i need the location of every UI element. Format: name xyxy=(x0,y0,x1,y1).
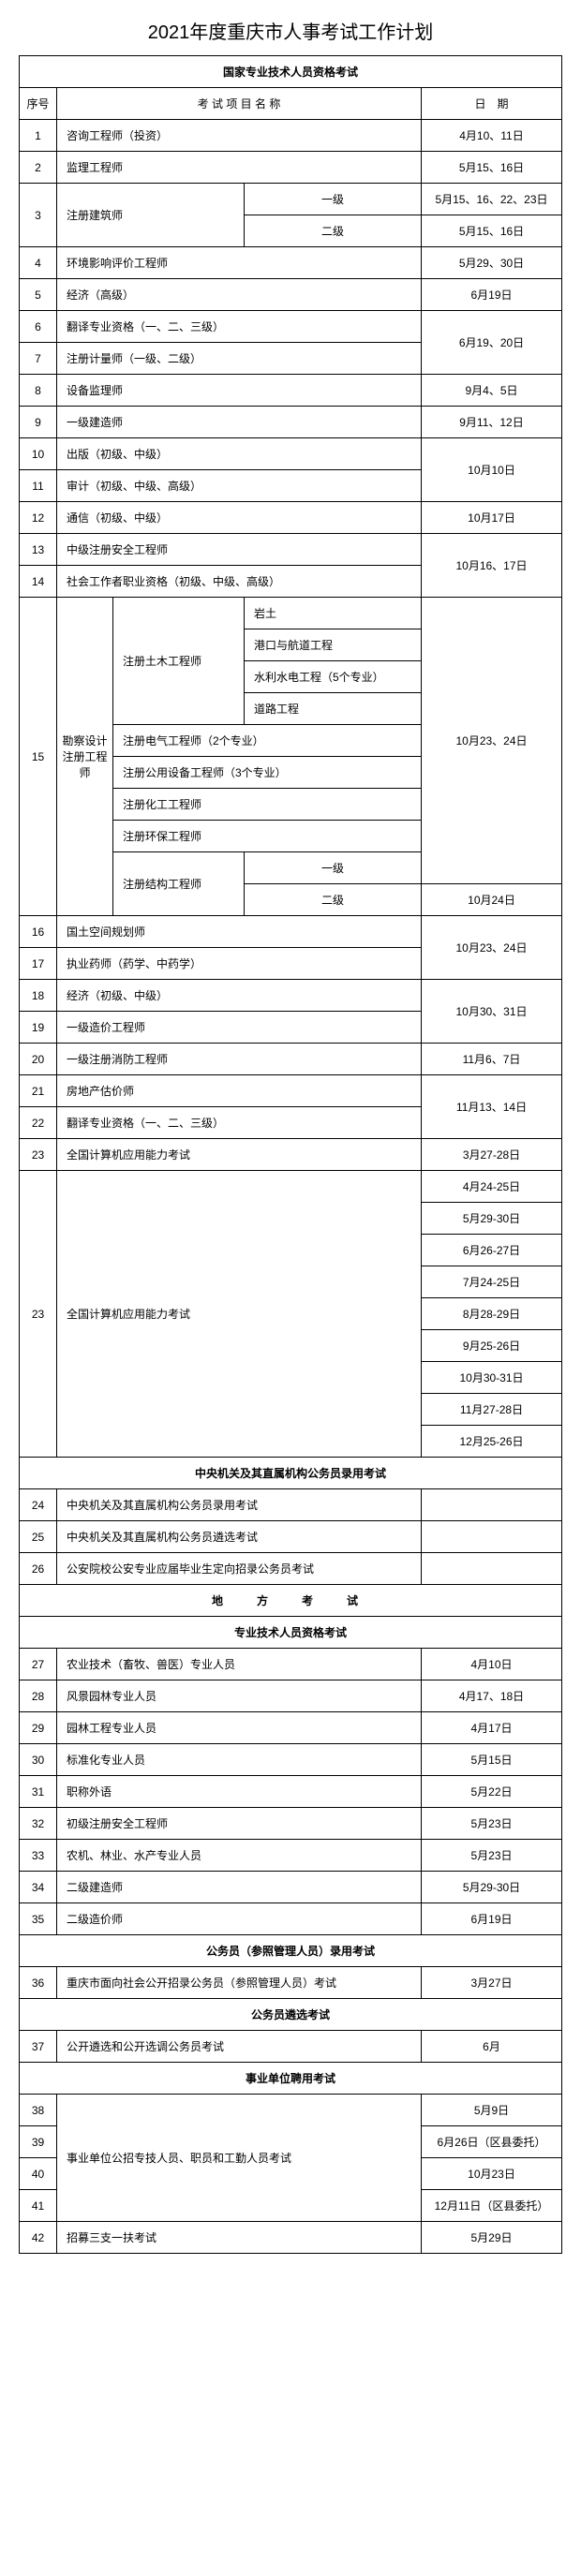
table-row: 6翻译专业资格（一、二、三级）6月19、20日 xyxy=(20,311,562,343)
table-row: 3注册建筑师一级5月15、16、22、23日 xyxy=(20,184,562,215)
table-row: 4环境影响评价工程师5月29、30日 xyxy=(20,247,562,279)
page-title: 2021年度重庆市人事考试工作计划 xyxy=(0,0,581,55)
table-row: 29园林工程专业人员4月17日 xyxy=(20,1712,562,1744)
section-central: 中央机关及其直属机构公务员录用考试 xyxy=(20,1458,562,1489)
table-row: 33农机、林业、水产专业人员5月23日 xyxy=(20,1840,562,1872)
table-row: 37公开遴选和公开选调公务员考试6月 xyxy=(20,2031,562,2063)
col-date: 日 期 xyxy=(422,88,562,120)
table-row: 27农业技术（畜牧、兽医）专业人员4月10日 xyxy=(20,1649,562,1680)
exam-schedule-table: 国家专业技术人员资格考试 序号 考 试 项 目 名 称 日 期 1咨询工程师（投… xyxy=(19,55,562,2254)
table-row: 1咨询工程师（投资）4月10、11日 xyxy=(20,120,562,152)
table-row: 26公安院校公安专业应届毕业生定向招录公务员考试 xyxy=(20,1553,562,1585)
table-row: 32初级注册安全工程师5月23日 xyxy=(20,1808,562,1840)
col-project: 考 试 项 目 名 称 xyxy=(57,88,422,120)
table-row: 10出版（初级、中级）10月10日 xyxy=(20,438,562,470)
table-row: 30标准化专业人员5月15日 xyxy=(20,1744,562,1776)
table-row: 13中级注册安全工程师10月16、17日 xyxy=(20,534,562,566)
table-row: 23全国计算机应用能力考试4月24-25日 xyxy=(20,1171,562,1203)
table-row: 15勘察设计注册工程师注册土木工程师岩土10月23、24日 xyxy=(20,598,562,629)
section-inst: 事业单位聘用考试 xyxy=(20,2063,562,2095)
table-row: 31职称外语5月22日 xyxy=(20,1776,562,1808)
table-row: 34二级建造师5月29-30日 xyxy=(20,1872,562,1903)
table-row: 12通信（初级、中级）10月17日 xyxy=(20,502,562,534)
table-row: 28风景园林专业人员4月17、18日 xyxy=(20,1680,562,1712)
table-row: 38事业单位公招专技人员、职员和工勤人员考试5月9日 xyxy=(20,2095,562,2126)
table-row: 20一级注册消防工程师11月6、7日 xyxy=(20,1044,562,1075)
section-prof: 专业技术人员资格考试 xyxy=(20,1617,562,1649)
table-row: 25中央机关及其直属机构公务员遴选考试 xyxy=(20,1521,562,1553)
table-row: 23全国计算机应用能力考试3月27-28日 xyxy=(20,1139,562,1171)
table-row: 24中央机关及其直属机构公务员录用考试 xyxy=(20,1489,562,1521)
table-row: 2监理工程师5月15、16日 xyxy=(20,152,562,184)
table-row: 21房地产估价师11月13、14日 xyxy=(20,1075,562,1107)
table-row: 36重庆市面向社会公开招录公务员（参照管理人员）考试3月27日 xyxy=(20,1967,562,1999)
table-row: 35二级造价师6月19日 xyxy=(20,1903,562,1935)
section-local: 地 方 考 试 xyxy=(20,1585,562,1617)
section-national: 国家专业技术人员资格考试 xyxy=(20,56,562,88)
table-row: 5经济（高级）6月19日 xyxy=(20,279,562,311)
table-row: 9一级建造师9月11、12日 xyxy=(20,407,562,438)
section-civil: 公务员（参照管理人员）录用考试 xyxy=(20,1935,562,1967)
section-civilsel: 公务员遴选考试 xyxy=(20,1999,562,2031)
col-seq: 序号 xyxy=(20,88,57,120)
table-row: 16国土空间规划师10月23、24日 xyxy=(20,916,562,948)
table-row: 42招募三支一扶考试5月29日 xyxy=(20,2222,562,2254)
table-row: 18经济（初级、中级）10月30、31日 xyxy=(20,980,562,1012)
table-row: 8设备监理师9月4、5日 xyxy=(20,375,562,407)
